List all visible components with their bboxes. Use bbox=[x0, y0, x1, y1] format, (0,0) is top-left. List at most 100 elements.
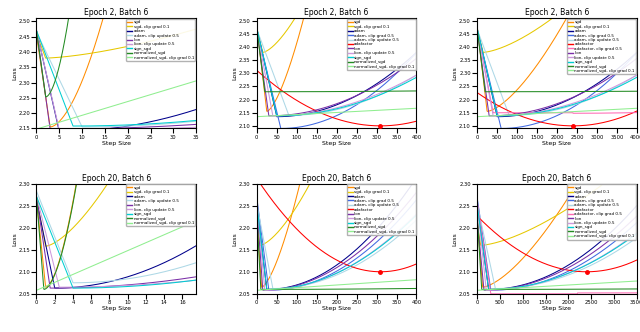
Line: adam, clip grad 0.5: adam, clip grad 0.5 bbox=[477, 198, 637, 290]
normalized_sgd bbox=[33, 196, 40, 200]
lion, clip update 0.5 bbox=[61, 128, 69, 132]
sign_sgd bbox=[413, 213, 420, 217]
lion, clip update 0.5 bbox=[515, 286, 522, 290]
adam bbox=[127, 124, 134, 127]
normalized_sgd, clip grad 0.1 bbox=[192, 79, 200, 83]
Line: lion: lion bbox=[36, 31, 196, 129]
adam, clip update 0.5 bbox=[580, 100, 588, 104]
adam bbox=[502, 115, 509, 119]
lion, clip update 0.5 bbox=[633, 73, 640, 77]
normalized_sgd bbox=[633, 287, 640, 291]
sgd bbox=[47, 125, 54, 129]
adafactor, clip grad 0.5 bbox=[568, 292, 575, 296]
adafactor bbox=[360, 268, 367, 272]
Line: normalized_sgd, clip grad 0.1: normalized_sgd, clip grad 0.1 bbox=[477, 108, 637, 117]
adam bbox=[413, 176, 420, 180]
adam, clip update 0.5 bbox=[253, 28, 260, 32]
adafactor bbox=[347, 265, 355, 269]
adam, clip grad 0.5 bbox=[474, 28, 481, 32]
normalized_sgd, clip grad 0.1 bbox=[253, 288, 260, 292]
Line: lion: lion bbox=[257, 192, 417, 290]
adam bbox=[515, 284, 522, 288]
sgd, clip grad 0.1 bbox=[154, 137, 161, 141]
adafactor bbox=[545, 122, 553, 126]
sign_sgd bbox=[61, 266, 68, 270]
Line: adam: adam bbox=[257, 178, 417, 290]
Line: sgd, clip grad 0.1: sgd, clip grad 0.1 bbox=[477, 0, 637, 52]
sgd, clip grad 0.1 bbox=[479, 50, 487, 54]
adam, clip update 0.5 bbox=[79, 125, 86, 129]
adam, clip grad 0.5 bbox=[253, 196, 260, 200]
normalized_sgd, clip grad 0.1 bbox=[74, 271, 81, 275]
Line: sgd, clip grad 0.1: sgd, clip grad 0.1 bbox=[257, 139, 417, 245]
normalized_sgd bbox=[474, 213, 481, 217]
sgd, clip grad 0.1 bbox=[192, 27, 200, 31]
Line: sgd, clip grad 0.1: sgd, clip grad 0.1 bbox=[36, 139, 196, 246]
Line: adafactor: adafactor bbox=[477, 216, 637, 272]
lion, clip update 0.5 bbox=[153, 282, 161, 286]
sign_sgd bbox=[474, 203, 481, 207]
adam, clip update 0.5 bbox=[413, 218, 420, 222]
normalized_sgd, clip grad 0.1 bbox=[153, 236, 161, 240]
lion, clip update 0.5 bbox=[192, 278, 200, 282]
Line: lion, clip update 0.5: lion, clip update 0.5 bbox=[477, 29, 637, 116]
normalized_sgd, clip grad 0.1 bbox=[593, 108, 601, 112]
adam, clip update 0.5 bbox=[69, 281, 77, 285]
Line: normalized_sgd: normalized_sgd bbox=[477, 29, 637, 92]
normalized_sgd bbox=[478, 288, 486, 291]
lion, clip update 0.5 bbox=[413, 212, 420, 216]
normalized_sgd bbox=[40, 288, 48, 291]
Line: adam, clip update 0.5: adam, clip update 0.5 bbox=[257, 204, 417, 289]
adam bbox=[153, 264, 161, 268]
sign_sgd bbox=[294, 113, 302, 117]
sgd bbox=[546, 223, 554, 227]
Line: lion, clip update 0.5: lion, clip update 0.5 bbox=[257, 203, 417, 290]
adafactor bbox=[413, 119, 420, 123]
adam bbox=[263, 288, 271, 291]
adafactor bbox=[633, 109, 640, 113]
lion, clip update 0.5 bbox=[348, 264, 355, 268]
sgd, clip grad 0.1 bbox=[253, 27, 260, 31]
lion, clip update 0.5 bbox=[483, 288, 490, 292]
lion bbox=[413, 190, 420, 194]
normalized_sgd bbox=[568, 90, 575, 94]
sgd, clip grad 0.1 bbox=[294, 11, 302, 15]
normalized_sgd bbox=[502, 288, 509, 291]
Legend: sgd, sgd, clip grad 0.1, adam, adam, clip grad 0.5, adam, clip update 0.5, adafa: sgd, sgd, clip grad 0.1, adam, adam, cli… bbox=[346, 185, 415, 235]
sgd bbox=[140, 137, 147, 141]
lion bbox=[265, 114, 273, 118]
adafactor, clip grad 0.5 bbox=[594, 111, 602, 115]
adam, clip update 0.5 bbox=[502, 104, 509, 108]
sgd bbox=[374, 137, 381, 141]
sign_sgd bbox=[153, 282, 161, 286]
sgd, clip grad 0.1 bbox=[42, 244, 49, 248]
sign_sgd bbox=[69, 286, 77, 290]
lion bbox=[47, 286, 54, 290]
normalized_sgd, clip grad 0.1 bbox=[360, 109, 367, 113]
adafactor, clip grad 0.5 bbox=[474, 200, 481, 204]
normalized_sgd bbox=[261, 90, 269, 94]
lion bbox=[153, 124, 161, 128]
sgd bbox=[568, 190, 575, 194]
normalized_sgd, clip grad 0.1 bbox=[502, 287, 509, 290]
adafactor bbox=[474, 91, 481, 95]
sign_sgd bbox=[546, 278, 554, 282]
normalized_sgd, clip grad 0.1 bbox=[474, 115, 481, 119]
lion bbox=[348, 96, 355, 100]
adafactor, clip grad 0.5 bbox=[546, 292, 554, 296]
adam bbox=[294, 113, 302, 117]
adam bbox=[580, 90, 588, 94]
normalized_sgd, clip grad 0.1 bbox=[281, 287, 289, 290]
adam bbox=[56, 129, 63, 133]
sgd, clip grad 0.1 bbox=[502, 44, 509, 48]
normalized_sgd, clip grad 0.1 bbox=[373, 280, 381, 284]
Line: adafactor: adafactor bbox=[257, 70, 417, 126]
sign_sgd bbox=[127, 284, 134, 288]
sign_sgd bbox=[263, 288, 271, 291]
lion bbox=[413, 56, 420, 60]
adam bbox=[273, 115, 281, 119]
sgd bbox=[326, 137, 333, 141]
adafactor, clip grad 0.5 bbox=[502, 111, 509, 115]
adam, clip grad 0.5 bbox=[568, 106, 575, 110]
normalized_sgd bbox=[413, 89, 420, 93]
